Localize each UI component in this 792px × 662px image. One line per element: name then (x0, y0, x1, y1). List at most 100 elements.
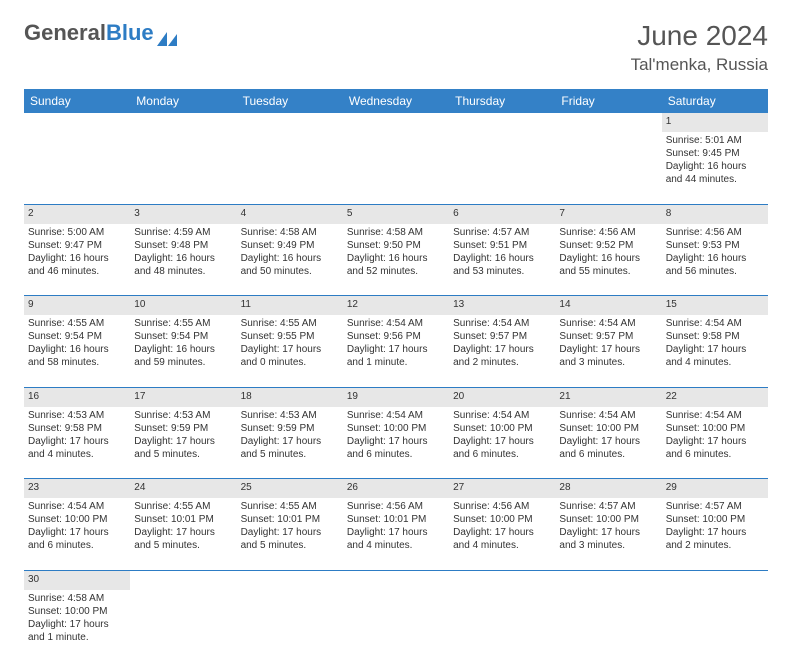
sunrise-text: Sunrise: 4:53 AM (241, 409, 339, 422)
day-number: 19 (343, 387, 449, 407)
day-number (24, 113, 130, 132)
sunset-text: Sunset: 10:00 PM (453, 513, 551, 526)
sunrise-text: Sunrise: 4:54 AM (453, 317, 551, 330)
day-cell: Sunrise: 4:55 AMSunset: 10:01 PMDaylight… (130, 498, 236, 570)
daylight-text: Daylight: 16 hours and 52 minutes. (347, 252, 445, 278)
day-number: 18 (237, 387, 343, 407)
daynum-row: 1 (24, 113, 768, 132)
day-cell (555, 590, 661, 662)
daylight-text: Daylight: 17 hours and 6 minutes. (559, 435, 657, 461)
daylight-text: Daylight: 17 hours and 6 minutes. (666, 435, 764, 461)
daylight-text: Daylight: 17 hours and 5 minutes. (241, 435, 339, 461)
daylight-text: Daylight: 17 hours and 4 minutes. (28, 435, 126, 461)
day-cell: Sunrise: 4:55 AMSunset: 10:01 PMDaylight… (237, 498, 343, 570)
sunset-text: Sunset: 10:00 PM (666, 513, 764, 526)
logo-text-2: Blue (106, 20, 154, 46)
sunrise-text: Sunrise: 4:58 AM (347, 226, 445, 239)
day-cell: Sunrise: 4:57 AMSunset: 10:00 PMDaylight… (662, 498, 768, 570)
daylight-text: Daylight: 17 hours and 4 minutes. (666, 343, 764, 369)
sail-icon (157, 26, 183, 40)
sunrise-text: Sunrise: 4:54 AM (666, 409, 764, 422)
day-cell: Sunrise: 4:54 AMSunset: 10:00 PMDaylight… (555, 407, 661, 479)
col-thursday: Thursday (449, 89, 555, 113)
day-number: 10 (130, 296, 236, 316)
sunrise-text: Sunrise: 4:54 AM (559, 317, 657, 330)
sunrise-text: Sunrise: 4:54 AM (559, 409, 657, 422)
day-number (449, 113, 555, 132)
day-number: 4 (237, 204, 343, 224)
detail-row: Sunrise: 4:55 AMSunset: 9:54 PMDaylight:… (24, 315, 768, 387)
daynum-row: 30 (24, 570, 768, 590)
sunset-text: Sunset: 9:57 PM (453, 330, 551, 343)
day-cell (130, 590, 236, 662)
day-cell: Sunrise: 4:53 AMSunset: 9:59 PMDaylight:… (237, 407, 343, 479)
day-number: 20 (449, 387, 555, 407)
col-saturday: Saturday (662, 89, 768, 113)
day-number (555, 570, 661, 590)
sunset-text: Sunset: 9:59 PM (241, 422, 339, 435)
day-cell: Sunrise: 4:54 AMSunset: 10:00 PMDaylight… (343, 407, 449, 479)
day-number: 9 (24, 296, 130, 316)
sunset-text: Sunset: 10:00 PM (559, 422, 657, 435)
daynum-row: 2345678 (24, 204, 768, 224)
sunrise-text: Sunrise: 4:54 AM (347, 409, 445, 422)
daylight-text: Daylight: 16 hours and 58 minutes. (28, 343, 126, 369)
sunset-text: Sunset: 10:01 PM (241, 513, 339, 526)
sunset-text: Sunset: 9:54 PM (28, 330, 126, 343)
day-number (237, 570, 343, 590)
header-right: June 2024 Tal'menka, Russia (631, 20, 768, 75)
sunrise-text: Sunrise: 4:57 AM (559, 500, 657, 513)
day-number: 25 (237, 479, 343, 499)
day-cell: Sunrise: 4:56 AMSunset: 9:53 PMDaylight:… (662, 224, 768, 296)
day-number: 30 (24, 570, 130, 590)
day-cell: Sunrise: 5:01 AMSunset: 9:45 PMDaylight:… (662, 132, 768, 204)
sunrise-text: Sunrise: 4:54 AM (453, 409, 551, 422)
month-title: June 2024 (631, 20, 768, 52)
day-cell: Sunrise: 4:58 AMSunset: 10:00 PMDaylight… (24, 590, 130, 662)
sunrise-text: Sunrise: 4:55 AM (134, 500, 232, 513)
day-cell: Sunrise: 4:56 AMSunset: 10:00 PMDaylight… (449, 498, 555, 570)
sunset-text: Sunset: 9:56 PM (347, 330, 445, 343)
col-monday: Monday (130, 89, 236, 113)
day-number: 17 (130, 387, 236, 407)
daylight-text: Daylight: 17 hours and 2 minutes. (453, 343, 551, 369)
day-number: 16 (24, 387, 130, 407)
sunset-text: Sunset: 9:54 PM (134, 330, 232, 343)
day-number: 13 (449, 296, 555, 316)
daylight-text: Daylight: 17 hours and 0 minutes. (241, 343, 339, 369)
day-number: 27 (449, 479, 555, 499)
day-cell: Sunrise: 4:59 AMSunset: 9:48 PMDaylight:… (130, 224, 236, 296)
day-number: 21 (555, 387, 661, 407)
sunrise-text: Sunrise: 4:58 AM (241, 226, 339, 239)
daylight-text: Daylight: 17 hours and 3 minutes. (559, 343, 657, 369)
sunset-text: Sunset: 9:51 PM (453, 239, 551, 252)
daylight-text: Daylight: 17 hours and 1 minute. (28, 618, 126, 644)
sunrise-text: Sunrise: 4:56 AM (347, 500, 445, 513)
day-cell: Sunrise: 4:58 AMSunset: 9:50 PMDaylight:… (343, 224, 449, 296)
daylight-text: Daylight: 16 hours and 46 minutes. (28, 252, 126, 278)
day-cell: Sunrise: 4:55 AMSunset: 9:54 PMDaylight:… (130, 315, 236, 387)
day-number: 23 (24, 479, 130, 499)
header: GeneralBlue June 2024 Tal'menka, Russia (24, 20, 768, 75)
daylight-text: Daylight: 16 hours and 59 minutes. (134, 343, 232, 369)
day-number: 26 (343, 479, 449, 499)
day-cell (555, 132, 661, 204)
daylight-text: Daylight: 16 hours and 55 minutes. (559, 252, 657, 278)
day-cell: Sunrise: 4:54 AMSunset: 9:58 PMDaylight:… (662, 315, 768, 387)
day-number: 6 (449, 204, 555, 224)
day-number: 8 (662, 204, 768, 224)
day-cell: Sunrise: 5:00 AMSunset: 9:47 PMDaylight:… (24, 224, 130, 296)
day-cell: Sunrise: 4:54 AMSunset: 10:00 PMDaylight… (662, 407, 768, 479)
sunrise-text: Sunrise: 4:56 AM (666, 226, 764, 239)
day-cell: Sunrise: 4:55 AMSunset: 9:54 PMDaylight:… (24, 315, 130, 387)
sunrise-text: Sunrise: 4:57 AM (666, 500, 764, 513)
sunrise-text: Sunrise: 4:53 AM (28, 409, 126, 422)
calendar-header-row: Sunday Monday Tuesday Wednesday Thursday… (24, 89, 768, 113)
sunset-text: Sunset: 9:50 PM (347, 239, 445, 252)
day-number (555, 113, 661, 132)
daylight-text: Daylight: 17 hours and 1 minute. (347, 343, 445, 369)
day-cell (662, 590, 768, 662)
day-number: 15 (662, 296, 768, 316)
day-number (449, 570, 555, 590)
day-number (237, 113, 343, 132)
